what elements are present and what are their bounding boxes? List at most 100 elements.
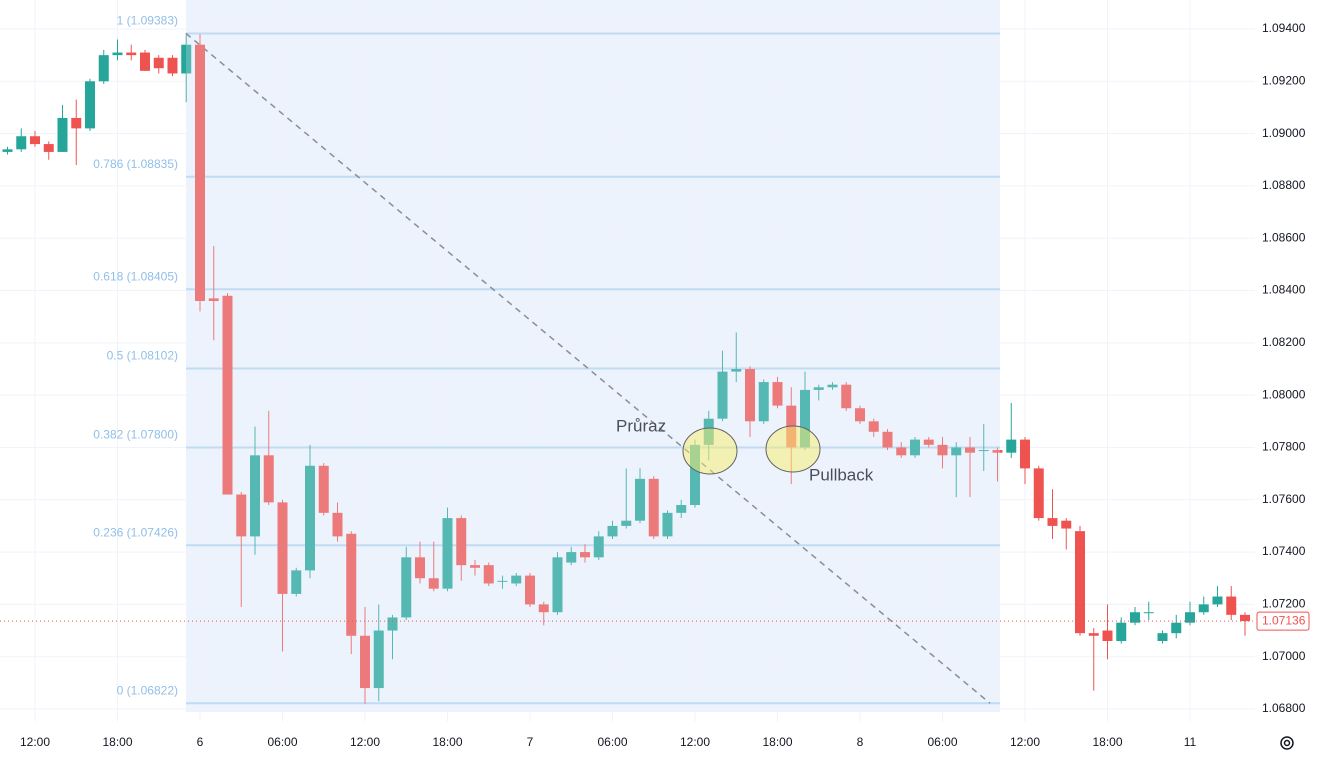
x-tick-label: 18:00 <box>432 735 462 749</box>
candle-body <box>580 552 590 558</box>
fib-level-label: 0.382 (1.07800) <box>93 428 178 442</box>
candle-body <box>662 512 673 537</box>
candle-body <box>745 369 755 422</box>
candle-body <box>965 447 975 453</box>
candle-body <box>483 565 494 584</box>
candle-body <box>263 455 274 503</box>
fib-region-overlay <box>186 0 1000 712</box>
x-tick-label: 7 <box>527 735 534 749</box>
y-tick-label: 1.07800 <box>1262 440 1306 454</box>
candle-body <box>1020 439 1030 469</box>
fib-level-label: 1 (1.09383) <box>117 14 178 28</box>
candle-body <box>827 384 838 388</box>
x-tick-label: 12:00 <box>1010 735 1040 749</box>
candle-body <box>635 478 645 521</box>
y-tick-label: 1.09400 <box>1262 21 1306 35</box>
candle-body <box>1198 604 1209 613</box>
candle-body <box>181 44 192 74</box>
candle-body <box>1006 439 1017 453</box>
annotation: Pullback <box>809 465 874 484</box>
candle-body <box>992 450 1003 453</box>
x-tick-label: 06:00 <box>927 735 957 749</box>
candle-body <box>1130 612 1140 623</box>
fib-level-label: 0.236 (1.07426) <box>93 525 178 539</box>
y-tick-label: 1.08000 <box>1262 387 1306 401</box>
candle-body <box>525 575 535 605</box>
candle-body <box>2 149 13 152</box>
candle-body <box>208 298 219 301</box>
candle-body <box>538 604 549 613</box>
fib-level-label: 0.618 (1.08405) <box>93 269 178 283</box>
candle-body <box>470 565 480 568</box>
candle-body <box>497 580 508 582</box>
candle-body <box>717 371 728 419</box>
candle-body <box>43 144 54 152</box>
candle-body <box>758 382 769 422</box>
candle-body <box>1088 633 1099 636</box>
x-tick-label: 6 <box>197 735 204 749</box>
candle-body <box>800 389 810 448</box>
candle-body <box>978 450 989 452</box>
candle-body <box>140 52 150 71</box>
y-tick-label: 1.08600 <box>1262 230 1306 244</box>
candle-body <box>1143 612 1154 614</box>
candle-body <box>126 52 137 56</box>
candle-body <box>98 55 109 82</box>
candle-body <box>1240 614 1250 622</box>
annotation: Průraz <box>616 416 666 435</box>
y-tick-label: 1.07000 <box>1262 649 1306 663</box>
candle-body <box>868 421 879 432</box>
settings-icon[interactable] <box>1280 736 1294 750</box>
y-tick-label: 1.09000 <box>1262 126 1306 140</box>
candle-body <box>566 552 577 563</box>
x-tick-label: 18:00 <box>1092 735 1122 749</box>
candle-body <box>1033 468 1044 519</box>
x-tick-label: 12:00 <box>680 735 710 749</box>
candle-body <box>16 136 27 150</box>
candle-body <box>855 408 865 422</box>
candle-body <box>442 518 453 589</box>
candle-body <box>648 478 659 537</box>
candle-body <box>360 635 370 689</box>
fib-level-label: 0.5 (1.08102) <box>107 349 178 363</box>
candle-body <box>30 136 40 145</box>
candle-body <box>1226 596 1237 615</box>
x-tick-label: 06:00 <box>597 735 627 749</box>
candle-body <box>250 455 260 537</box>
candle-body <box>346 533 357 636</box>
candle-body <box>71 117 82 129</box>
candle-body <box>923 439 934 445</box>
y-tick-label: 1.08800 <box>1262 178 1306 192</box>
candle-body <box>277 502 288 594</box>
candle-body <box>1116 622 1127 641</box>
candle-body <box>222 295 233 495</box>
candle-body <box>772 382 783 406</box>
candle-body <box>85 81 95 129</box>
last-price-box <box>1256 611 1310 631</box>
y-tick-label: 1.07200 <box>1262 597 1306 611</box>
fib-region <box>186 0 1000 712</box>
x-tick-label: 12:00 <box>20 735 50 749</box>
candle-body <box>112 52 123 56</box>
trend-line <box>185 32 991 704</box>
fib-level-label: 0.786 (1.08835) <box>93 157 178 171</box>
x-tick-label: 18:00 <box>762 735 792 749</box>
candle-body <box>937 444 948 456</box>
candle-body <box>1047 518 1058 526</box>
candle-body <box>1075 531 1085 634</box>
candle-body <box>841 384 852 409</box>
y-tick-label: 1.06800 <box>1262 701 1306 715</box>
candle-body <box>456 518 467 566</box>
candle-body <box>401 557 412 618</box>
candle-body <box>153 57 164 69</box>
candle-body <box>236 494 247 537</box>
candle-body <box>951 447 962 456</box>
candle-body <box>882 431 893 448</box>
candle-body <box>415 557 425 579</box>
candle-body <box>690 444 700 505</box>
y-tick-label: 1.08200 <box>1262 335 1306 349</box>
candle-body <box>167 57 178 74</box>
candle-body <box>1157 633 1168 641</box>
candle-body <box>621 520 632 526</box>
